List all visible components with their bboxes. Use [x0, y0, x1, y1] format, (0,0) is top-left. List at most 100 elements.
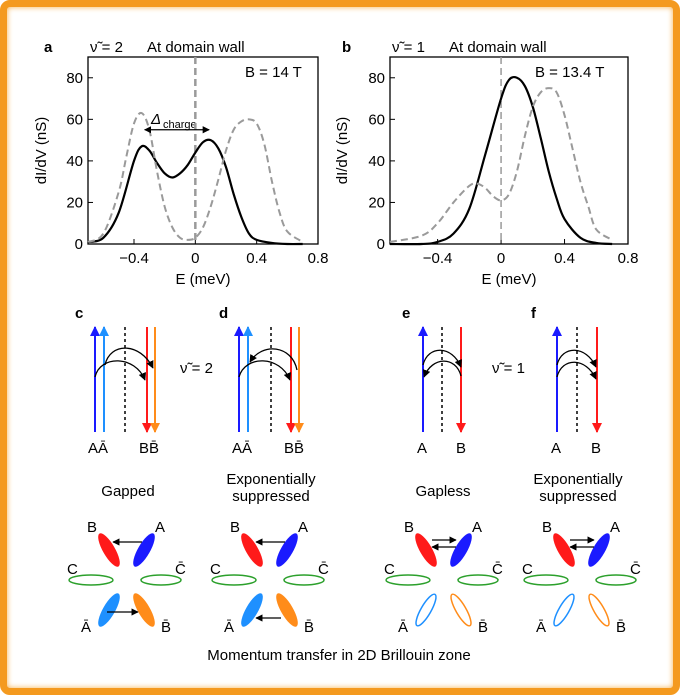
- panel-a-location: At domain wall: [147, 39, 245, 56]
- panel-c-caption: Gapped: [101, 483, 154, 500]
- valley-a: [588, 533, 610, 567]
- bz-label-cbar: C̄: [492, 561, 503, 578]
- panel-f-caption-1: Exponentially: [533, 471, 623, 488]
- valley-bbar: [450, 593, 472, 627]
- tunneling-arrow-upper: [556, 349, 597, 368]
- y-tick-label: 20: [66, 194, 83, 211]
- bz-label-bbar: B̄: [304, 619, 314, 636]
- y-tick-label: 40: [66, 153, 83, 170]
- panel-letter-b: b: [342, 39, 351, 56]
- valley-bbar: [588, 593, 610, 627]
- valley-c: [68, 574, 114, 586]
- panel-f-label-right: B: [591, 440, 601, 457]
- bz-label-a: A: [155, 519, 165, 536]
- valley-bbar: [133, 593, 155, 627]
- tunneling-arrow-upper: [104, 347, 154, 369]
- valley-abar: [553, 593, 575, 627]
- tunneling-arrow-lower: [238, 360, 292, 381]
- plot-b: 0 20 40 60 80 −0.4 0 0.4 0.8 E (meV) dI/dV (nS): [334, 56, 638, 288]
- panel-f-label-left: A: [551, 440, 561, 457]
- panel-e-label-right: B: [456, 440, 466, 457]
- x-tick-label: 0: [497, 250, 505, 267]
- bz-label-abar: Ā: [398, 619, 408, 636]
- bz-label-b: B: [404, 519, 414, 536]
- valley-abar: [98, 593, 120, 627]
- panel-letter-d: d: [219, 305, 228, 322]
- bz-label-c: C: [384, 561, 395, 578]
- valley-c: [385, 574, 431, 586]
- series-line-dashed: [87, 111, 304, 243]
- valley-cbar: [283, 574, 325, 586]
- plot-a: 0 20 40 60 80 −0.4 0 0.4 0.8 E (meV) dI/dV (nS): [33, 56, 328, 288]
- nu2-mid-label: ν̃ = 2: [180, 360, 213, 377]
- y-tick-label: 60: [368, 111, 385, 128]
- plot-frame: [87, 56, 319, 245]
- bz-label-bbar: B̄: [616, 619, 626, 636]
- bz-panel-e: B A C C̄ Ā B̄: [384, 519, 503, 636]
- panel-a-nu: ν̃ = 2: [90, 39, 123, 56]
- tunneling-arrow-upper: [422, 349, 462, 368]
- bz-label-cbar: C̄: [318, 561, 329, 578]
- valley-a: [276, 533, 298, 567]
- valley-c: [211, 574, 257, 586]
- valley-a: [133, 533, 155, 567]
- valley-abar: [241, 593, 263, 627]
- bz-label-a: A: [298, 519, 308, 536]
- tunneling-arrow-lower: [556, 361, 597, 380]
- x-tick-label: 0.4: [554, 250, 575, 267]
- panel-d-label-right: BB̄: [284, 440, 304, 457]
- panel-letter-e: e: [402, 305, 410, 322]
- bz-panel-f: B A C C̄ Ā B̄: [522, 519, 641, 636]
- panel-b-field: B = 13.4 T: [535, 64, 604, 81]
- valley-bbar: [276, 593, 298, 627]
- bz-label-bbar: B̄: [478, 619, 488, 636]
- valley-a: [450, 533, 472, 567]
- panel-f-caption-2: suppressed: [539, 488, 617, 505]
- x-axis-label: E (meV): [481, 271, 536, 288]
- panel-d-caption-2: suppressed: [232, 488, 310, 505]
- bz-label-c: C: [67, 561, 78, 578]
- bz-label-abar: Ā: [536, 619, 546, 636]
- valley-b: [98, 533, 120, 567]
- bz-label-c: C: [210, 561, 221, 578]
- valley-cbar: [595, 574, 637, 586]
- bz-label-b: B: [87, 519, 97, 536]
- bz-label-b: B: [230, 519, 240, 536]
- bz-label-cbar: C̄: [175, 561, 186, 578]
- valley-abar: [415, 593, 437, 627]
- tunneling-arrow-upper: [249, 348, 298, 371]
- footer-caption: Momentum transfer in 2D Brillouin zone: [207, 647, 470, 664]
- panel-letter-a: a: [44, 39, 53, 56]
- tunneling-arrow-lower: [422, 360, 462, 378]
- valley-b: [415, 533, 437, 567]
- panel-c-label-right: BB̄: [139, 440, 159, 457]
- y-tick-label: 60: [66, 111, 83, 128]
- bz-panel-c: B A C C̄ Ā B̄: [67, 519, 186, 636]
- panel-letter-c: c: [75, 305, 83, 322]
- bz-panel-d: B A C C̄ Ā B̄: [210, 519, 329, 636]
- y-axis-label: dI/dV (nS): [334, 117, 351, 185]
- y-tick-label: 80: [66, 70, 83, 87]
- x-tick-label: 0: [191, 250, 199, 267]
- valley-b: [241, 533, 263, 567]
- valley-c: [523, 574, 569, 586]
- bz-label-bbar: B̄: [161, 619, 171, 636]
- x-tick-label: −0.4: [423, 250, 453, 267]
- series-line-solid: [389, 75, 613, 246]
- bz-label-a: A: [472, 519, 482, 536]
- x-tick-label: −0.4: [119, 250, 149, 267]
- panel-e-caption: Gapless: [415, 483, 470, 500]
- panel-b-nu: ν̃ = 1: [392, 39, 425, 56]
- x-tick-label: 0.4: [246, 250, 267, 267]
- y-tick-label: 20: [368, 194, 385, 211]
- panel-c-label-left: AĀ: [88, 440, 108, 457]
- chart-a: a ν̃ = 2 At domain wall B = 14 T Δ charg…: [33, 39, 328, 288]
- panel-d-label-left: AĀ: [232, 440, 252, 457]
- valley-b: [553, 533, 575, 567]
- panel-e: e A B Gapless: [402, 305, 471, 500]
- panel-d: d AĀ BB̄ Exponentially suppressed: [219, 305, 316, 505]
- chart-b: b ν̃ = 1 At domain wall B = 13.4 T 0 20 40…: [334, 39, 638, 288]
- y-axis-label: dI/dV (nS): [33, 117, 50, 185]
- panel-a-field: B = 14 T: [245, 64, 302, 81]
